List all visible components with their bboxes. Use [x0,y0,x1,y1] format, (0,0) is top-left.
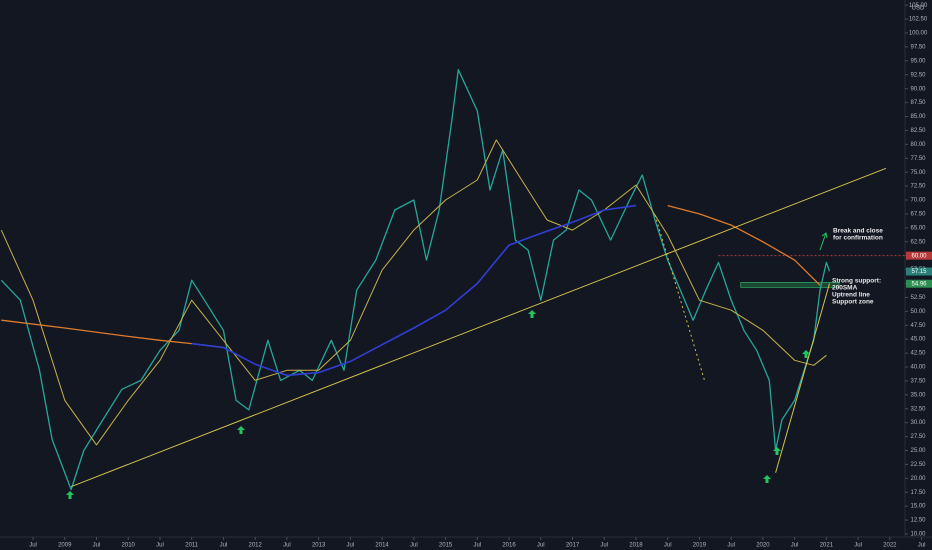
drawing-dashed [654,214,706,383]
series-line [667,204,821,286]
y-tick-label: 105.00 [909,3,928,9]
x-tick-label: 2021 [820,543,834,549]
x-tick-label: Jul [29,543,37,549]
y-tick-label: 27.50 [910,434,926,440]
x-tick-label: Jul [918,543,926,549]
arrow [802,350,810,358]
x-tick-label: Jul [727,543,735,549]
y-tick-label: 45.00 [910,337,926,343]
y-tick-label: 100.00 [909,31,928,37]
arrow [773,447,781,455]
x-tick-label: 2015 [439,543,453,549]
price-box [906,267,932,276]
x-tick-label: Jul [600,543,608,549]
y-tick-label: 92.50 [910,72,926,78]
y-tick-label: 85.00 [910,114,926,120]
annotation: for confirmation [833,235,883,242]
y-tick-label: 32.50 [910,406,926,412]
y-tick-label: 75.00 [910,170,926,176]
y-tick-label: 82.50 [910,128,926,134]
arrow [528,310,536,318]
annotation: 200SMA [832,285,858,292]
y-tick-label: 70.00 [910,198,926,204]
annotation: Support zone [832,299,874,306]
x-tick-label: 2010 [122,543,136,549]
y-tick-label: 47.50 [910,323,926,329]
annotation: Strong support: [832,278,881,285]
y-tick-label: 35.00 [910,392,926,398]
x-tick-label: Jul [537,543,545,549]
currency: USD [912,6,925,12]
y-tick-label: 15.00 [910,504,926,510]
series-line [0,139,827,446]
price-box-label: 57.15 [911,269,927,275]
breakout-arrow [819,232,828,251]
y-tick-label: 17.50 [910,490,926,496]
arrow [763,475,771,483]
series-line [191,204,637,377]
arrows [66,310,810,499]
y-tick-label: 102.50 [909,17,928,23]
y-tick-label: 65.00 [910,225,926,231]
series-line [70,167,887,488]
plot [0,69,905,491]
arrow [66,491,74,499]
x-tick-label: Jul [283,543,291,549]
support-zone [740,281,840,288]
x-tick-label: Jul [156,543,164,549]
y-tick-label: 95.00 [910,58,926,64]
y-tick-label: 77.50 [910,156,926,162]
x-tick-label: 2022 [883,543,897,549]
x-tick-label: 2012 [248,543,262,549]
y-tick-label: 90.00 [910,86,926,92]
annotation: Break and close [833,228,883,235]
y-tick-label: 22.50 [910,462,926,468]
x-tick-label: Jul [791,543,799,549]
x-tick-label: 2018 [629,543,643,549]
x-tick-label: Jul [854,543,862,549]
y-tick-label: 25.00 [910,448,926,454]
x-tick-label: 2020 [756,543,770,549]
y-tick-label: 62.50 [910,239,926,245]
x-tick-label: 2019 [693,543,707,549]
series-line [775,283,830,473]
y-tick-label: 87.50 [910,100,926,106]
x-tick-label: 2013 [312,543,326,549]
x-tick-label: Jul [473,543,481,549]
price-box-label: 60.00 [911,253,927,259]
x-tick-label: 2016 [502,543,516,549]
x-tick-label: Jul [347,543,355,549]
arrow [237,426,245,434]
x-tick-label: 2011 [185,543,199,549]
x-tick-label: Jul [93,543,101,549]
price-box [906,251,932,260]
price-box-label: 54.96 [911,281,927,287]
x-tick-label: Jul [410,543,418,549]
y-tick-label: 97.50 [910,45,926,51]
y-tick-label: 20.00 [910,476,926,482]
x-tick-label: Jul [220,543,228,549]
y-tick-label: 52.50 [910,295,926,301]
y-tick-label: 37.50 [910,378,926,384]
annotation: Uptrend line [832,292,870,299]
y-tick-label: 10.00 [910,532,926,538]
series-line [0,69,831,491]
y-tick-label: 67.50 [910,212,926,218]
x-tick-label: Jul [664,543,672,549]
y-tick-label: 72.50 [910,184,926,190]
x-tick-label: 2014 [375,543,389,549]
x-tick-label: 2009 [58,543,72,549]
y-tick-label: 12.50 [910,518,926,524]
y-tick-label: 42.50 [910,351,926,357]
y-tick-label: 50.00 [910,309,926,315]
y-tick-label: 80.00 [910,142,926,148]
x-tick-label: 2017 [566,543,580,549]
price-box [906,279,932,288]
y-tick-label: 40.00 [910,365,926,371]
y-tick-label: 30.00 [910,420,926,426]
